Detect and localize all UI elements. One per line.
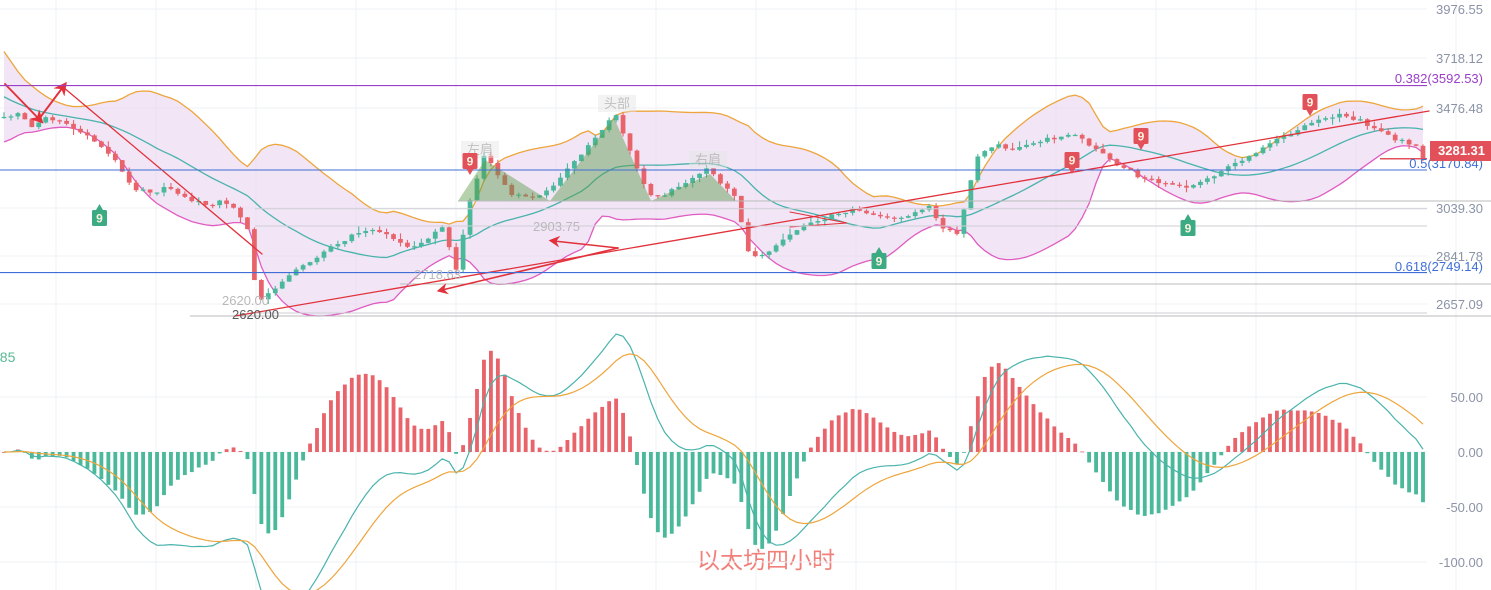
svg-text:右肩: 右肩 [695, 152, 721, 167]
svg-text:285: 285 [0, 349, 16, 365]
svg-text:2620.00: 2620.00 [232, 307, 279, 322]
svg-text:头部: 头部 [604, 96, 630, 111]
svg-text:9: 9 [1307, 96, 1314, 110]
svg-text:2620.00: 2620.00 [222, 293, 269, 308]
svg-text:以太坊四小时: 以太坊四小时 [697, 547, 835, 573]
svg-text:2718.63: 2718.63 [414, 267, 461, 282]
svg-text:9: 9 [1138, 130, 1145, 144]
svg-text:9: 9 [876, 255, 883, 269]
svg-text:2903.75: 2903.75 [533, 219, 580, 234]
svg-text:9: 9 [467, 155, 474, 169]
svg-text:9: 9 [96, 212, 103, 226]
svg-text:9: 9 [1069, 154, 1076, 168]
svg-text:9: 9 [1185, 222, 1192, 236]
